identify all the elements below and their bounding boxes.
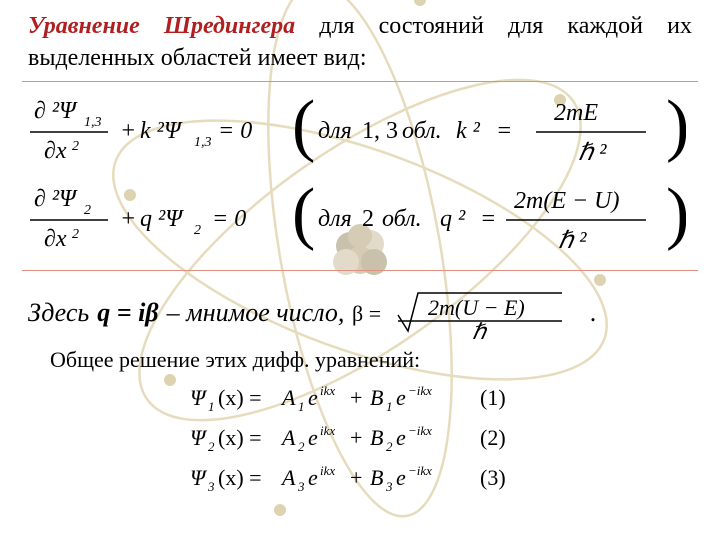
svg-text:∂ ²Ψ: ∂ ²Ψ	[34, 98, 78, 124]
svg-text:(1): (1)	[480, 385, 506, 410]
svg-text:q ²Ψ: q ²Ψ	[140, 206, 184, 232]
title-text: Уравнение Шредингера	[28, 13, 295, 39]
slide: Уравнение Шредингера для состояний для к…	[0, 0, 720, 540]
svg-text:∂ ²Ψ: ∂ ²Ψ	[34, 186, 78, 212]
svg-text:2: 2	[386, 439, 393, 454]
svg-text:3: 3	[385, 479, 393, 494]
note-prefix: Здесь	[28, 298, 89, 328]
svg-text:(: (	[292, 176, 315, 252]
svg-text:для: для	[318, 206, 352, 232]
svg-text:обл.: обл.	[382, 206, 422, 232]
svg-text:1: 1	[298, 399, 305, 414]
note-mid: – мнимое число,	[167, 298, 345, 328]
svg-text:Ψ: Ψ	[190, 385, 208, 410]
svg-text:e: e	[308, 425, 318, 450]
svg-text:=: =	[480, 206, 496, 232]
svg-text:для: для	[318, 118, 352, 144]
svg-text:2: 2	[72, 227, 79, 242]
svg-text:e: e	[396, 385, 406, 410]
equation-2: ∂ ²Ψ 2 ∂x 2 + q ²Ψ 2 = 0 ( ) для 2 обл.	[26, 176, 694, 264]
svg-text:A: A	[280, 385, 296, 410]
svg-text:−ikx: −ikx	[408, 383, 432, 398]
note-line: Здесь q = iβ – мнимое число, β = 2m(U − …	[28, 285, 692, 341]
svg-text:2: 2	[84, 203, 91, 218]
svg-text:2: 2	[298, 439, 305, 454]
svg-text:e: e	[396, 425, 406, 450]
svg-text:k ²Ψ: k ²Ψ	[140, 118, 183, 144]
svg-text:1,3: 1,3	[194, 135, 212, 150]
svg-text:(2): (2)	[480, 425, 506, 450]
svg-text:1: 1	[386, 399, 393, 414]
svg-text:+: +	[120, 118, 136, 144]
equation-1: ∂ ²Ψ 1,3 ∂x 2 + k ²Ψ 1,3 = 0 ( )	[26, 88, 694, 176]
svg-text:A: A	[280, 425, 296, 450]
svg-text:−ikx: −ikx	[408, 423, 432, 438]
svg-text:=: =	[496, 118, 512, 144]
svg-text:2m(U − E): 2m(U − E)	[428, 295, 525, 320]
svg-text:2m(E − U): 2m(E − U)	[514, 188, 620, 214]
svg-text:2mE: 2mE	[554, 100, 598, 126]
svg-text:3: 3	[297, 479, 305, 494]
svg-text:2: 2	[362, 206, 374, 232]
svg-text:(3): (3)	[480, 465, 506, 490]
svg-text:2: 2	[208, 439, 215, 454]
svg-text:ikx: ikx	[320, 423, 335, 438]
content-area: Уравнение Шредингера для состояний для к…	[0, 0, 720, 502]
svg-text:1: 1	[208, 399, 215, 414]
svg-text:β =: β =	[352, 301, 381, 326]
svg-text:(x) =: (x) =	[218, 425, 262, 450]
equation-box: ∂ ²Ψ 1,3 ∂x 2 + k ²Ψ 1,3 = 0 ( )	[22, 81, 698, 271]
svg-text:B: B	[370, 385, 383, 410]
svg-text:2: 2	[72, 139, 79, 154]
solutions-caption: Общее решение этих дифф. уравнений:	[50, 347, 692, 373]
svg-text:(: (	[292, 88, 315, 164]
svg-text:+: +	[120, 206, 136, 232]
svg-text:+: +	[350, 385, 362, 410]
intro-paragraph: Уравнение Шредингера для состояний для к…	[28, 10, 692, 75]
svg-text:2: 2	[194, 223, 201, 238]
svg-text:A: A	[280, 465, 296, 490]
svg-text:ikx: ikx	[320, 463, 335, 478]
note-var: q = iβ	[97, 298, 158, 328]
note-end: .	[590, 298, 597, 328]
svg-text:e: e	[308, 385, 318, 410]
svg-text:= 0: = 0	[212, 206, 246, 232]
svg-text:q ²: q ²	[440, 206, 466, 232]
svg-text:): )	[666, 176, 686, 252]
svg-text:обл.: обл.	[402, 118, 442, 144]
svg-text:1,3: 1,3	[84, 115, 102, 130]
svg-text:∂x: ∂x	[44, 226, 67, 252]
svg-text:k ²: k ²	[456, 118, 481, 144]
svg-text:3: 3	[207, 479, 215, 494]
svg-text:∂x: ∂x	[44, 138, 67, 164]
svg-text:B: B	[370, 425, 383, 450]
svg-text:ℏ ²: ℏ ²	[578, 140, 607, 166]
svg-text:Ψ: Ψ	[190, 425, 208, 450]
svg-text:+: +	[350, 465, 362, 490]
svg-text:+: +	[350, 425, 362, 450]
svg-text:): )	[666, 88, 686, 164]
svg-text:(x) =: (x) =	[218, 385, 262, 410]
svg-text:(x) =: (x) =	[218, 465, 262, 490]
svg-text:1, 3: 1, 3	[362, 118, 398, 144]
svg-text:e: e	[308, 465, 318, 490]
svg-text:ℏ: ℏ	[472, 319, 488, 341]
solutions-block: Ψ1(x) = A1eikx+ B1e−ikx(1)Ψ2(x) = A2eikx…	[28, 377, 692, 502]
svg-text:ℏ ²: ℏ ²	[558, 228, 587, 254]
svg-text:Ψ: Ψ	[190, 465, 208, 490]
svg-text:−ikx: −ikx	[408, 463, 432, 478]
svg-text:= 0: = 0	[218, 118, 252, 144]
svg-text:e: e	[396, 465, 406, 490]
svg-text:B: B	[370, 465, 383, 490]
beta-formula: β = 2m(U − E) ℏ	[352, 285, 582, 341]
svg-text:ikx: ikx	[320, 383, 335, 398]
